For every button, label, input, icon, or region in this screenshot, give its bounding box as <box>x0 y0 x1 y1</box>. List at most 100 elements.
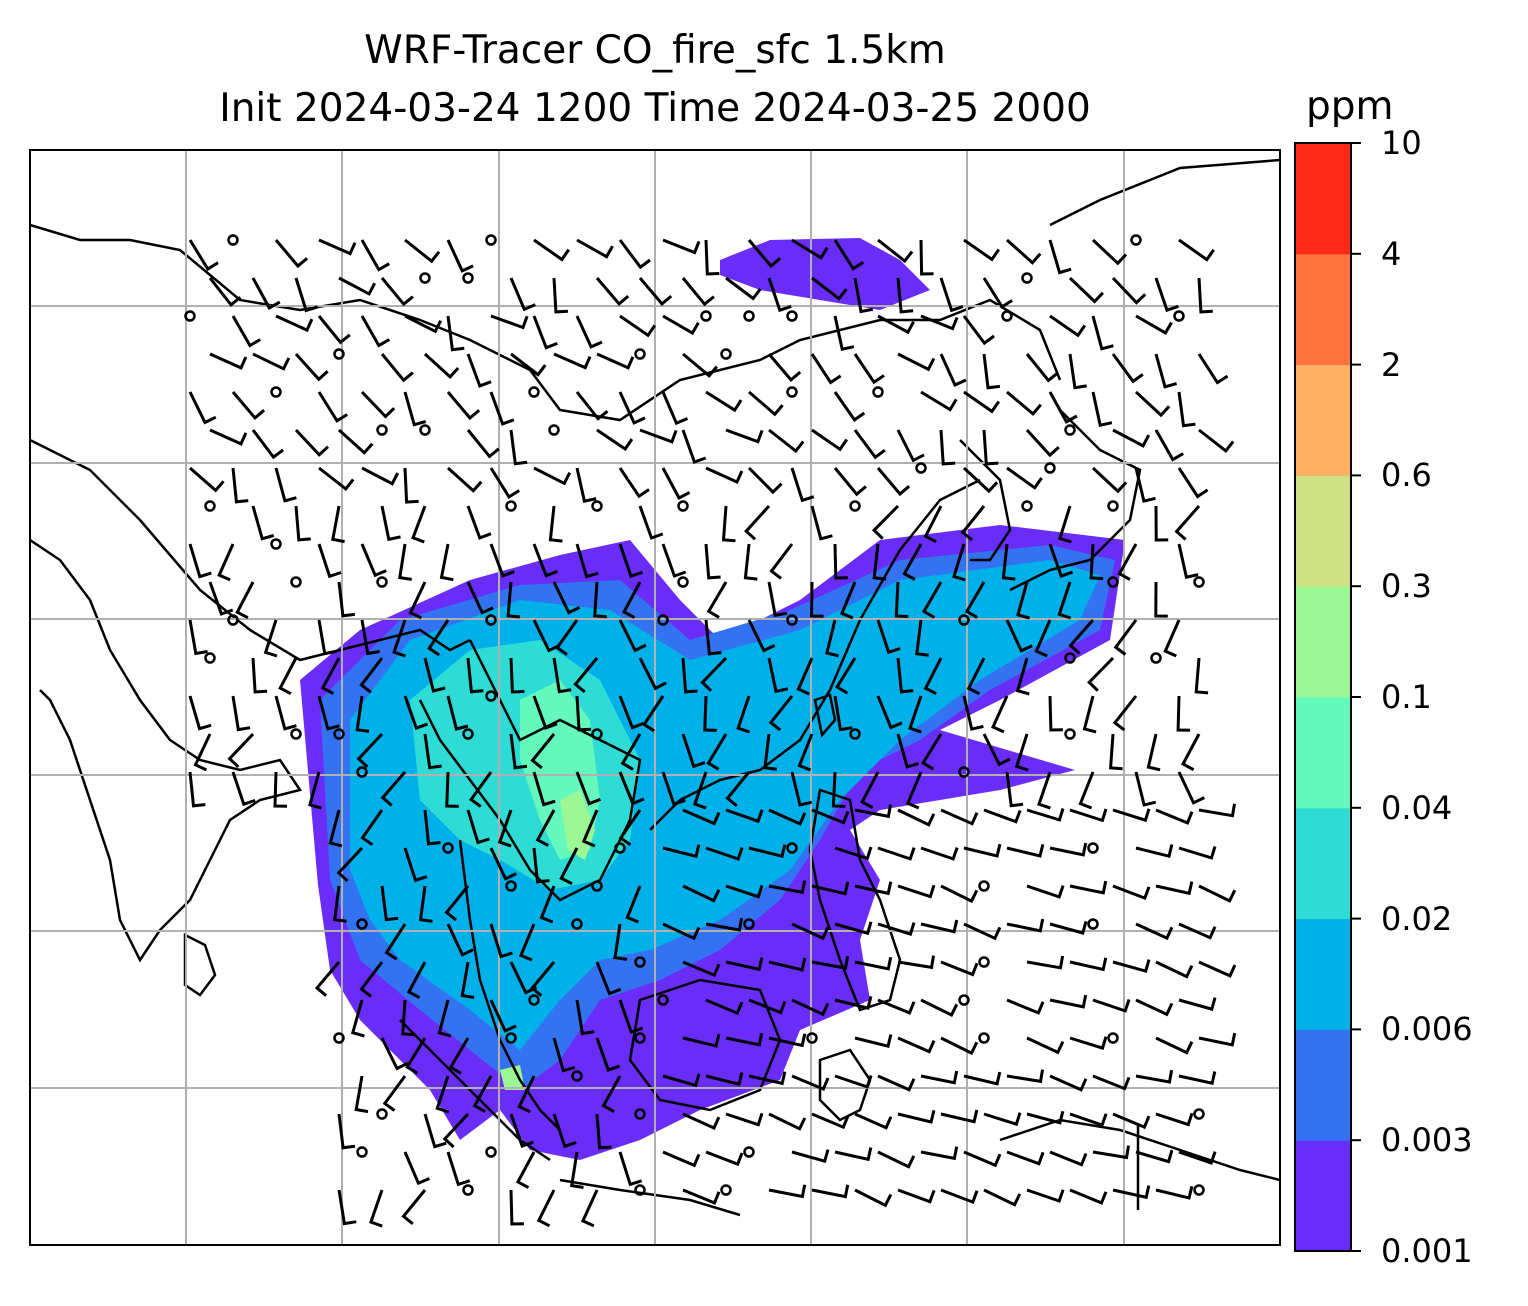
wind-barb <box>509 277 536 312</box>
wind-barb <box>1154 277 1179 313</box>
wind-barb <box>618 809 642 847</box>
wind-barb <box>188 391 217 425</box>
wind-barb <box>1049 994 1088 1009</box>
wind-barb <box>1198 884 1237 903</box>
wind-barb <box>725 428 764 444</box>
calm-wind-marker <box>442 842 454 854</box>
wind-barb <box>423 1113 447 1149</box>
wind-barb <box>337 581 355 618</box>
wind-barb <box>618 999 644 1035</box>
colorbar-segment <box>1295 1140 1351 1252</box>
wind-barb <box>404 314 443 334</box>
wind-barb <box>896 733 920 769</box>
calm-wind-marker <box>1087 918 1099 930</box>
wind-barb <box>923 505 943 544</box>
wind-barb <box>1135 1149 1174 1164</box>
wind-barb <box>401 999 415 1037</box>
wind-barb <box>580 1189 599 1228</box>
wind-barb <box>920 1146 959 1161</box>
wind-barb <box>1135 314 1173 335</box>
wind-barb <box>274 695 297 731</box>
wind-barb <box>952 543 966 582</box>
wind-barb <box>1112 808 1151 823</box>
wind-barb <box>1049 1074 1088 1092</box>
wind-barb <box>982 277 1014 309</box>
wind-barb <box>575 695 592 732</box>
wind-barb <box>466 505 492 540</box>
wind-barb <box>1198 428 1235 454</box>
wind-barb <box>897 1188 936 1204</box>
calm-wind-marker <box>571 1070 583 1082</box>
wind-barb <box>333 885 347 923</box>
calm-wind-marker <box>376 1108 388 1120</box>
wind-barb <box>359 961 384 998</box>
wind-barb <box>317 315 351 345</box>
wind-barb <box>188 695 212 731</box>
wind-barb <box>791 238 829 260</box>
wind-barb <box>1135 998 1174 1017</box>
wind-barb <box>833 467 867 497</box>
wind-barb <box>539 885 556 924</box>
wind-barb <box>743 543 758 581</box>
wind-barb <box>509 657 525 694</box>
wind-barb <box>860 771 880 810</box>
taiwan <box>813 693 837 738</box>
wind-barb <box>619 314 657 338</box>
wind-barb <box>618 1151 643 1187</box>
calm-wind-marker <box>1001 310 1013 322</box>
wind-barb <box>360 239 390 272</box>
wind-barb <box>552 581 581 615</box>
wind-barb <box>350 999 365 1038</box>
wind-barb <box>705 466 744 484</box>
wind-barb <box>618 619 647 653</box>
himalaya-border <box>30 438 471 662</box>
wind-barb <box>188 543 212 579</box>
wind-barb <box>1198 803 1236 818</box>
wind-barb <box>768 428 805 454</box>
colorbar-segment <box>1295 364 1351 476</box>
wind-barb <box>515 1151 536 1189</box>
wind-barb <box>796 657 814 696</box>
wind-barb <box>1001 543 1016 581</box>
calm-wind-marker <box>485 234 497 246</box>
calm-wind-marker <box>677 500 689 512</box>
wind-barb <box>530 961 556 997</box>
wind-barb <box>575 467 597 503</box>
wind-barb <box>1034 619 1052 658</box>
wind-barb <box>705 917 744 932</box>
wind-barb <box>662 1073 701 1088</box>
wind-barb <box>1091 238 1128 266</box>
calm-wind-marker <box>204 652 216 664</box>
wind-barb <box>532 543 558 578</box>
calm-wind-marker <box>528 994 540 1006</box>
wind-barb <box>1180 733 1201 772</box>
wind-barb <box>839 581 857 620</box>
india-coastline <box>30 538 303 963</box>
wind-barb <box>235 581 255 620</box>
wind-barb <box>356 732 384 769</box>
calm-wind-marker <box>978 1032 990 1044</box>
wind-barb <box>209 428 248 446</box>
wind-barb <box>208 277 242 307</box>
wind-barb <box>1112 1185 1151 1200</box>
wind-barb <box>489 467 520 499</box>
wind-barb <box>923 657 943 696</box>
wind-barb <box>681 733 706 769</box>
wind-barb <box>877 998 916 1015</box>
wind-barb <box>1091 315 1114 351</box>
calm-wind-marker <box>204 500 216 512</box>
wind-barb <box>1091 391 1113 427</box>
wind-barb <box>876 695 903 730</box>
wind-barb <box>625 885 642 924</box>
wind-barb <box>618 695 645 730</box>
wind-barb <box>251 657 268 694</box>
wind-barb <box>418 885 433 923</box>
wind-barb <box>575 315 603 349</box>
calm-wind-marker <box>978 880 990 892</box>
map-gridlines <box>30 150 1280 1245</box>
calm-wind-marker <box>849 728 861 740</box>
wind-barb <box>469 771 493 808</box>
calm-wind-marker <box>270 386 282 398</box>
wind-barb <box>810 353 842 385</box>
wind-barb <box>834 1074 873 1089</box>
